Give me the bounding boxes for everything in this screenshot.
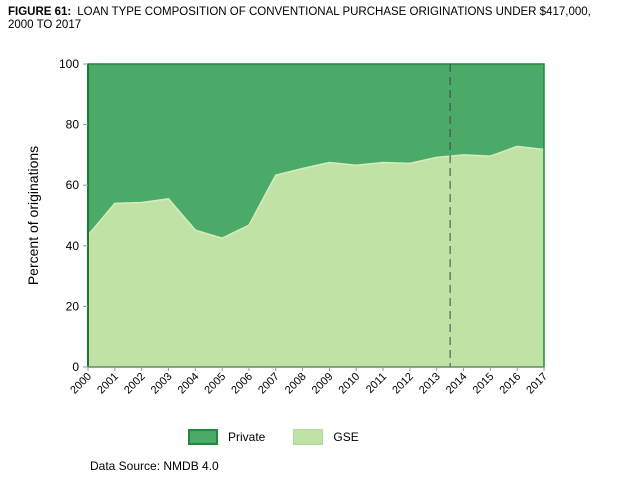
y-tick-label: 20 [66, 299, 80, 313]
x-tick-label: 2004 [176, 371, 202, 397]
y-tick-label: 0 [72, 360, 79, 374]
x-tick-label: 2017 [524, 371, 550, 397]
y-tick-label: 60 [66, 178, 80, 192]
x-tick-label: 2014 [444, 371, 470, 397]
figure-label: FIGURE 61: [8, 6, 72, 18]
area-private [88, 64, 544, 239]
gse-boundary-line [87, 145, 545, 240]
title-text: LOAN TYPE COMPOSITION OF CONVENTIONAL PU… [8, 6, 591, 31]
x-tick-label: 2005 [202, 371, 228, 397]
y-tick-label: 40 [66, 239, 80, 253]
x-tick-label: 2008 [283, 371, 309, 397]
chart-title: FIGURE 61: LOAN TYPE COMPOSITION OF CONVE… [8, 6, 618, 32]
y-axis-label: Percent of originations [25, 146, 41, 285]
x-tick-label: 2000 [68, 371, 94, 397]
x-tick-label: 2016 [497, 371, 523, 397]
x-tick-label: 2012 [390, 371, 416, 397]
legend-swatch-private [188, 429, 218, 445]
x-tick-label: 2010 [337, 371, 363, 397]
legend: Private GSE [188, 429, 359, 445]
x-tick-label: 2009 [310, 371, 336, 397]
x-tick-label: 2015 [471, 371, 497, 397]
x-tick-label: 2007 [256, 371, 282, 397]
x-tick-label: 2011 [364, 371, 389, 396]
x-tick-label: 2003 [149, 371, 175, 397]
legend-swatch-gse [293, 429, 324, 445]
legend-label-private: Private [228, 430, 266, 444]
x-tick-label: 2002 [122, 371, 148, 397]
x-tick-label: 2001 [95, 371, 121, 397]
x-tick-label: 2013 [417, 371, 443, 397]
area-gse [88, 146, 544, 367]
data-source: Data Source: NMDB 4.0 [90, 459, 219, 473]
legend-label-gse: GSE [333, 430, 359, 444]
y-tick-label: 100 [59, 57, 79, 71]
x-tick-label: 2006 [229, 371, 255, 397]
y-tick-label: 80 [66, 118, 80, 132]
